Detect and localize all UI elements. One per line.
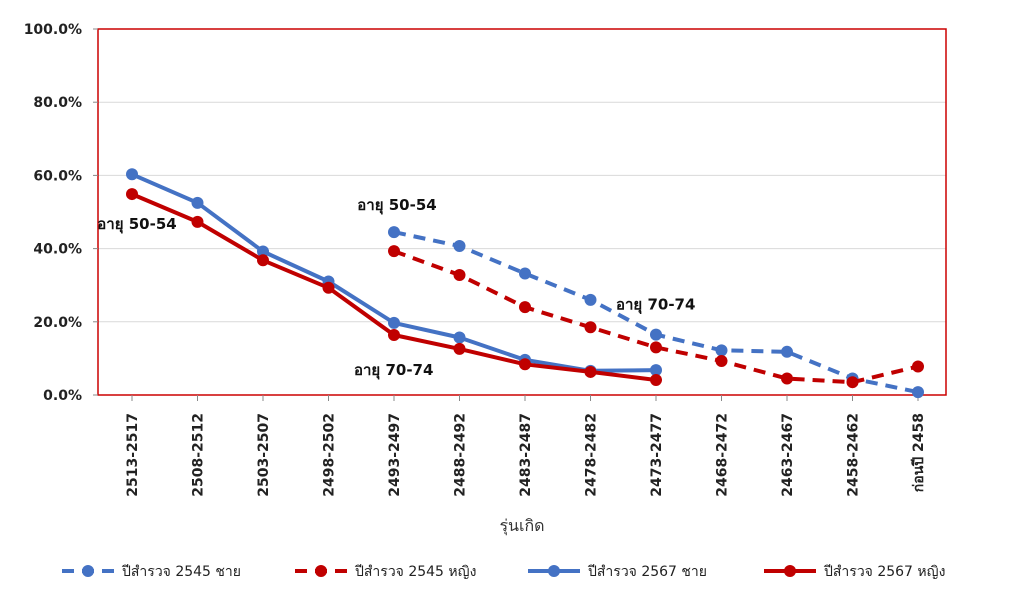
data-point [584,365,597,378]
data-point [912,360,924,373]
legend-label: ปีสำรวจ 2567 หญิง [824,564,946,580]
data-point [388,226,400,239]
legend-item: ปีสำรวจ 2567 ชาย [528,564,707,580]
data-point [650,364,662,377]
data-point [191,215,204,228]
legend: ปีสำรวจ 2545 ชาย ปีสำรวจ 2545 หญิง ปีสำรวจ… [62,564,945,580]
data-point [846,376,859,389]
data-point [650,328,662,341]
annotation-label: อายุ 50-54 [357,196,436,215]
x-tick-label: 2473-2477 [649,413,665,497]
annotation-label: อายุ 70-74 [616,296,695,315]
data-point [584,293,597,306]
data-point [584,321,597,334]
plot-area-border [97,28,947,396]
annotation-label: อายุ 50-54 [97,215,176,234]
data-point [781,372,793,385]
legend-item: ปีสำรวจ 2545 หญิง [295,564,476,580]
data-point [257,254,269,267]
x-tick-label: 2483-2487 [518,413,534,497]
x-tick-label: 2458-2462 [846,413,862,497]
y-tick-label: 20.0% [33,315,82,331]
data-point [650,341,662,354]
data-point [715,344,728,357]
x-tick-label: 2488-2492 [453,413,469,497]
data-point [257,245,269,258]
legend-marker [548,565,560,577]
data-point [126,168,138,181]
data-point [912,386,924,399]
legend-item: ปีสำรวจ 2567 หญิง [764,564,945,580]
series-line [393,249,919,385]
x-axis: 2513-2517 2508-2512 2503-2507 2498-2502 2493… [125,395,927,497]
x-tick-label: 2463-2467 [780,413,796,497]
annotation-label: อายุ 70-74 [354,361,433,380]
series-lines [126,168,924,399]
series-0 [388,226,924,399]
gridlines [98,101,946,323]
y-tick-label: 40.0% [33,242,82,258]
legend-label: ปีสำรวจ 2545 หญิง [355,564,477,580]
data-point [519,358,531,371]
legend-label: ปีสำรวจ 2567 ชาย [588,564,707,580]
data-point [388,328,400,341]
x-axis-title: รุ่นเกิด [499,516,544,536]
series-1 [388,245,924,389]
y-tick-label: 60.0% [33,168,82,184]
series-line [131,192,657,382]
y-tick-label: 100.0% [24,22,82,38]
data-point [126,188,138,201]
data-point [715,354,728,367]
x-tick-label: 2513-2517 [125,413,141,497]
data-point [388,245,400,258]
x-tick-label: 2468-2472 [715,413,731,497]
annotations: อายุ 50-54 อายุ 70-74 อายุ 50-54 อายุ 70-74 [97,196,695,380]
data-point [650,373,662,386]
data-point [453,331,466,344]
x-tick-label: 2503-2507 [256,413,272,497]
x-tick-label: 2493-2497 [387,413,403,497]
legend-marker [315,565,327,577]
legend-label: ปีสำรวจ 2545 ชาย [122,564,241,580]
data-point [453,268,466,281]
x-tick-label: 2498-2502 [322,413,338,497]
data-point [519,301,531,314]
series-3 [126,188,662,386]
legend-marker [82,565,94,577]
data-point [388,316,400,329]
data-point [781,345,793,358]
x-tick-label: ก่อนปี 2458 [911,413,927,492]
data-point [191,196,204,209]
legend-marker [784,565,796,577]
x-tick-label: 2478-2482 [584,413,600,497]
data-point [322,281,335,294]
y-axis: 0.0% 20.0% 40.0% 60.0% 80.0% 100.0% [24,22,98,404]
legend-item: ปีสำรวจ 2545 ชาย [62,564,241,580]
y-tick-label: 0.0% [43,388,82,404]
data-point [453,342,466,355]
data-point [453,240,466,253]
x-tick-label: 2508-2512 [191,413,207,497]
data-point [519,267,531,280]
y-tick-label: 80.0% [33,95,82,111]
